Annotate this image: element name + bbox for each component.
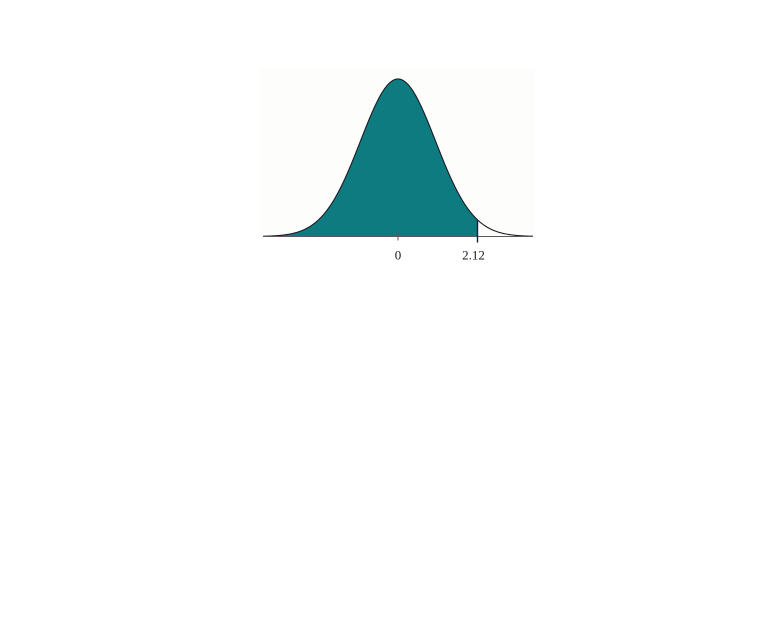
shaded-area-region [263, 78, 478, 237]
density-curve [262, 78, 534, 237]
x-axis-label-0: 0 [395, 248, 402, 263]
x-axis-label-cutoff: 2.12 [462, 248, 485, 263]
